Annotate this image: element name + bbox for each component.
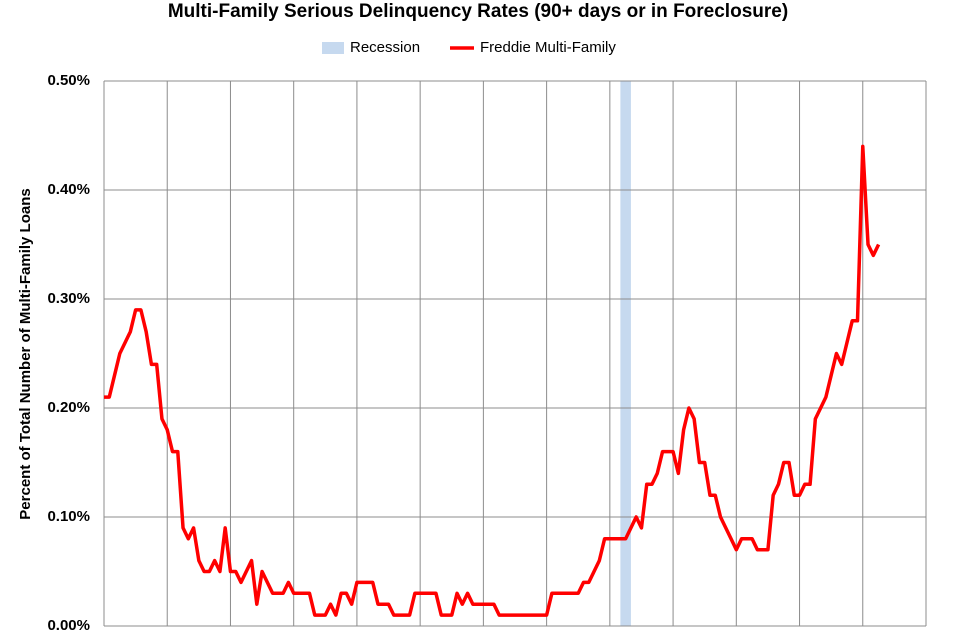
y-tick-label: 0.10% bbox=[47, 508, 90, 525]
y-axis-title: Percent of Total Number of Multi-Family … bbox=[17, 188, 34, 519]
legend-swatch bbox=[322, 42, 344, 54]
y-tick-label: 0.30% bbox=[47, 290, 90, 307]
y-tick-label: 0.40% bbox=[47, 181, 90, 198]
y-tick-label: 0.20% bbox=[47, 399, 90, 416]
data-line bbox=[104, 144, 881, 617]
legend-label: Recession bbox=[350, 39, 420, 56]
legend-label: Freddie Multi-Family bbox=[480, 39, 616, 56]
chart-title: Multi-Family Serious Delinquency Rates (… bbox=[168, 1, 788, 22]
y-tick-label: 0.00% bbox=[47, 617, 90, 630]
y-tick-label: 0.50% bbox=[47, 72, 90, 89]
recession-band bbox=[620, 81, 631, 626]
